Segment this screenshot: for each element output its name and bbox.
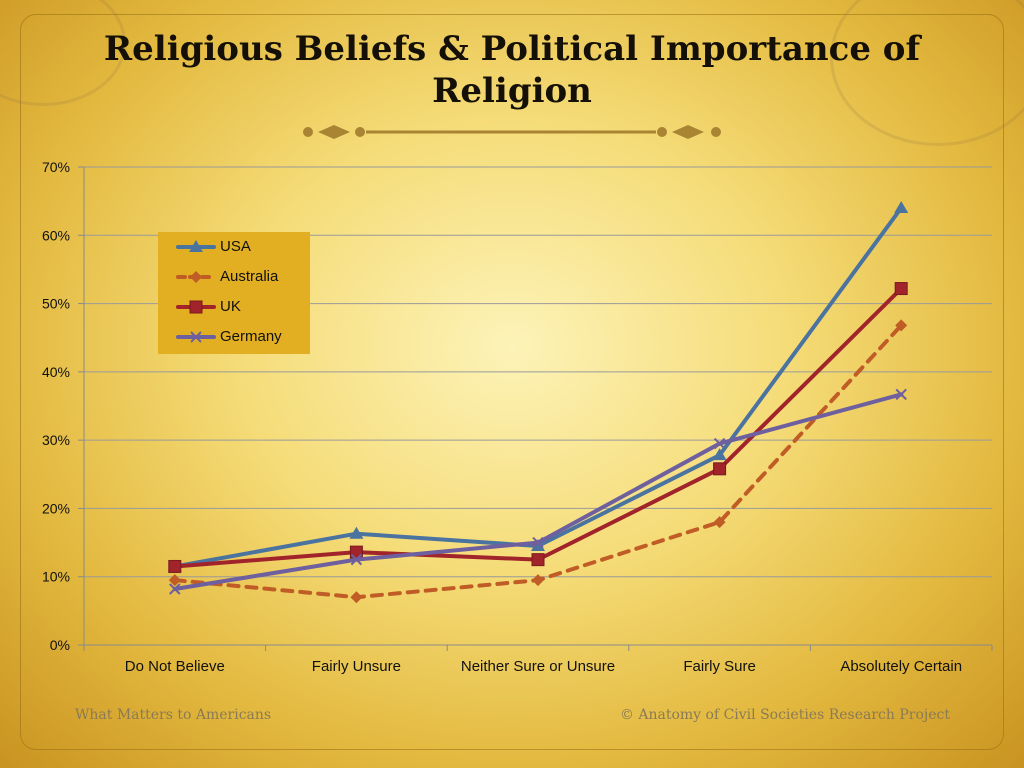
footer-left-text: What Matters to Americans — [75, 707, 272, 723]
data-point-usa — [894, 200, 909, 213]
y-tick-label: 30% — [42, 432, 70, 448]
footer-right-text: © Anatomy of Civil Societies Research Pr… — [619, 707, 950, 723]
legend-point-australia — [190, 271, 202, 283]
legend-item-uk: UK — [176, 296, 306, 318]
data-point-uk — [531, 553, 545, 567]
data-point-australia — [350, 591, 363, 604]
legend-point-germany — [190, 331, 202, 343]
data-point-germany — [895, 388, 907, 401]
y-tick-label: 0% — [50, 637, 70, 653]
legend-point-uk — [189, 300, 203, 314]
data-point-germany — [350, 553, 363, 566]
y-tick-label: 10% — [42, 569, 70, 585]
data-point-usa — [712, 448, 727, 461]
data-point-usa — [349, 526, 364, 539]
postmark-stamp — [830, 0, 1024, 146]
legend-label-usa: USA — [220, 238, 251, 255]
slide-frame — [20, 14, 1004, 750]
chart-legend: USA Australia UK Germany — [158, 232, 310, 354]
y-tick-label: 40% — [42, 364, 70, 380]
legend-label-germany: Germany — [220, 328, 282, 345]
x-tick-label: Neither Sure or Unsure — [461, 658, 615, 675]
data-point-uk — [168, 559, 182, 573]
legend-label-australia: Australia — [220, 268, 279, 285]
legend-item-usa: USA — [176, 236, 306, 258]
y-tick-label: 50% — [42, 296, 70, 312]
data-point-uk — [894, 282, 908, 296]
y-tick-label: 20% — [42, 500, 70, 516]
legend-marker-uk — [176, 300, 216, 314]
data-point-germany — [532, 536, 544, 549]
legend-item-germany: Germany — [176, 326, 306, 348]
x-tick-label: Do Not Believe — [125, 658, 225, 675]
legend-marker-germany — [176, 331, 216, 343]
legend-marker-australia — [176, 271, 216, 283]
x-tick-label: Fairly Sure — [683, 658, 756, 675]
data-point-australia — [895, 319, 908, 332]
data-point-germany — [169, 583, 181, 595]
data-point-usa — [531, 538, 545, 551]
data-point-australia — [713, 516, 726, 529]
slide-title: Religious Beliefs & Political Importance… — [103, 29, 921, 111]
data-point-germany — [713, 437, 726, 450]
data-point-uk — [713, 462, 727, 476]
legend-label-uk: UK — [220, 298, 241, 315]
data-point-australia — [168, 574, 181, 587]
title-divider-ornament — [303, 125, 721, 139]
y-tick-label: 70% — [42, 159, 70, 175]
legend-point-usa — [189, 240, 203, 252]
legend-marker-usa — [176, 240, 216, 252]
data-point-australia — [532, 574, 544, 587]
x-tick-label: Fairly Unsure — [312, 658, 401, 675]
y-tick-label: 60% — [42, 227, 70, 243]
x-tick-label: Absolutely Certain — [840, 658, 962, 675]
legend-item-australia: Australia — [176, 266, 306, 288]
